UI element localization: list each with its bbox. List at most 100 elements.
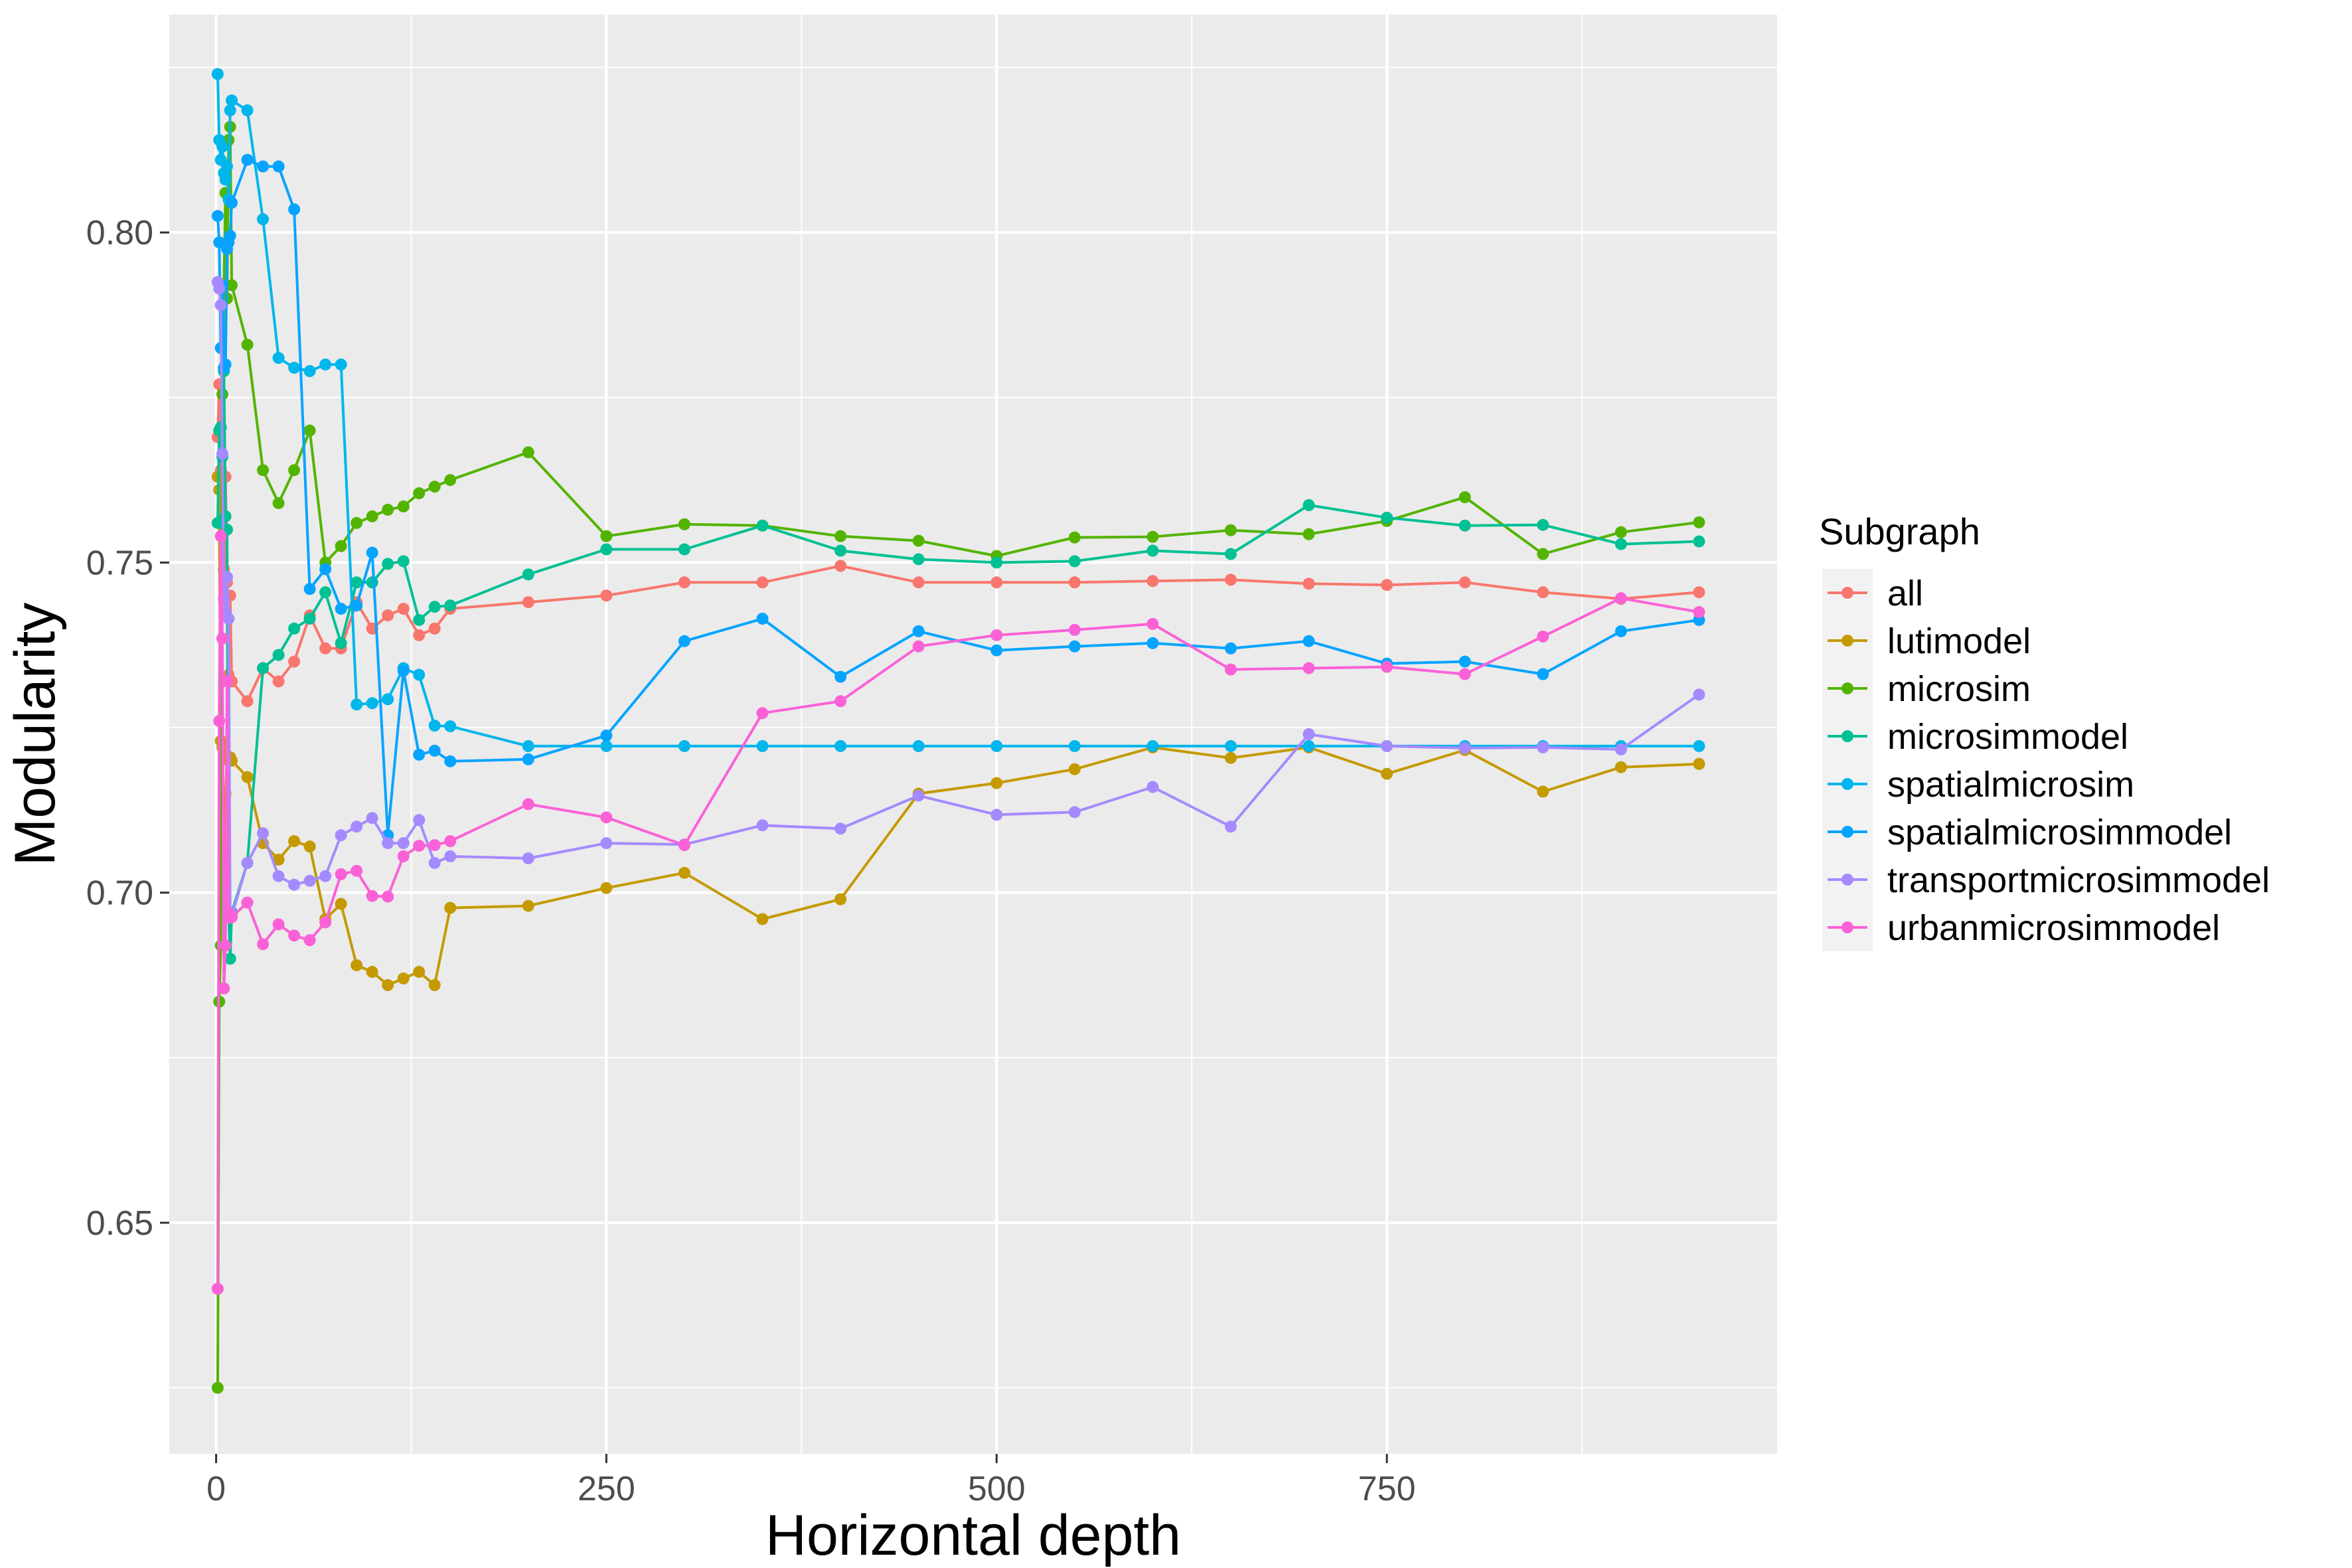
data-point [678, 635, 690, 647]
data-point [1068, 576, 1081, 589]
legend-label: urbanmicrosimmodel [1887, 908, 2220, 948]
data-point [600, 811, 613, 824]
data-point [912, 534, 925, 547]
data-point [351, 599, 363, 612]
data-point [397, 555, 410, 568]
data-point [1146, 544, 1159, 557]
data-point [1537, 518, 1549, 531]
data-point [213, 715, 226, 728]
legend-key-point [1842, 921, 1853, 933]
data-point [834, 823, 847, 835]
panel-background [169, 15, 1777, 1454]
data-point [351, 864, 363, 877]
data-point [1614, 761, 1627, 773]
y-tick-label: 0.75 [86, 544, 153, 582]
data-point [288, 878, 301, 891]
data-point [1146, 637, 1159, 649]
data-point [413, 748, 426, 761]
data-point [221, 675, 234, 688]
data-point [303, 934, 316, 947]
data-point [224, 104, 236, 117]
legend-label: microsimmodel [1887, 717, 2128, 757]
data-point [1458, 519, 1471, 532]
data-point [397, 603, 410, 615]
data-point [272, 649, 285, 661]
data-point [444, 755, 457, 767]
data-point [678, 866, 690, 879]
data-point [756, 612, 769, 625]
data-point [990, 629, 1003, 641]
legend-key-point [1842, 778, 1853, 790]
data-point [600, 729, 613, 742]
data-point [1146, 575, 1159, 588]
data-point [382, 890, 394, 903]
data-point [1458, 576, 1471, 589]
data-point [303, 424, 316, 437]
legend-key-point [1842, 826, 1853, 838]
data-point [1068, 531, 1081, 544]
data-point [366, 576, 378, 589]
data-point [1381, 579, 1393, 591]
data-point [241, 153, 254, 166]
data-point [522, 740, 534, 752]
data-point [272, 497, 285, 509]
data-point [241, 771, 254, 783]
data-point [303, 612, 316, 625]
data-point [272, 918, 285, 931]
data-point [1068, 806, 1081, 819]
data-point [272, 870, 285, 882]
data-point [1537, 668, 1549, 680]
data-point [222, 612, 235, 625]
data-point [912, 640, 925, 653]
x-tick-label: 250 [578, 1470, 635, 1508]
x-axis-title: Horizontal depth [765, 1504, 1181, 1567]
x-tick-label: 750 [1358, 1470, 1416, 1508]
data-point [522, 596, 534, 609]
data-point [257, 213, 270, 226]
data-point [219, 510, 232, 522]
data-point [211, 1283, 224, 1295]
data-point [257, 160, 270, 173]
data-point [678, 839, 690, 852]
data-point [1458, 491, 1471, 503]
legend-label: all [1887, 574, 1923, 613]
data-point [382, 558, 394, 570]
data-point [241, 695, 254, 708]
data-point [1381, 767, 1393, 780]
data-point [428, 720, 441, 732]
data-point [444, 720, 457, 733]
data-point [756, 819, 769, 832]
data-point [413, 840, 426, 852]
data-point [319, 563, 332, 576]
data-point [1693, 586, 1705, 599]
data-point [834, 740, 847, 752]
data-point [1068, 763, 1081, 775]
data-point [335, 829, 347, 842]
data-point [1224, 524, 1237, 536]
data-point [912, 576, 925, 589]
data-point [834, 530, 847, 542]
data-point [319, 586, 332, 599]
series-layer [211, 68, 1705, 1394]
data-point [335, 540, 347, 552]
data-point [241, 896, 254, 909]
series-line-microsim [216, 125, 1699, 1388]
data-point [1537, 785, 1549, 798]
data-point [288, 655, 301, 668]
data-point [600, 882, 613, 894]
y-axis-title: Modularity [3, 603, 67, 866]
data-point [219, 173, 232, 186]
data-point [1693, 535, 1705, 548]
data-point [1614, 538, 1627, 550]
data-point [335, 358, 347, 371]
data-point [1302, 728, 1315, 740]
data-point [600, 530, 613, 542]
data-point [1537, 548, 1549, 560]
data-point [366, 966, 378, 979]
data-point [351, 516, 363, 529]
data-point [1381, 740, 1393, 752]
data-point [241, 339, 254, 351]
data-point [1224, 574, 1237, 586]
data-point [272, 853, 285, 866]
data-point [241, 104, 254, 117]
